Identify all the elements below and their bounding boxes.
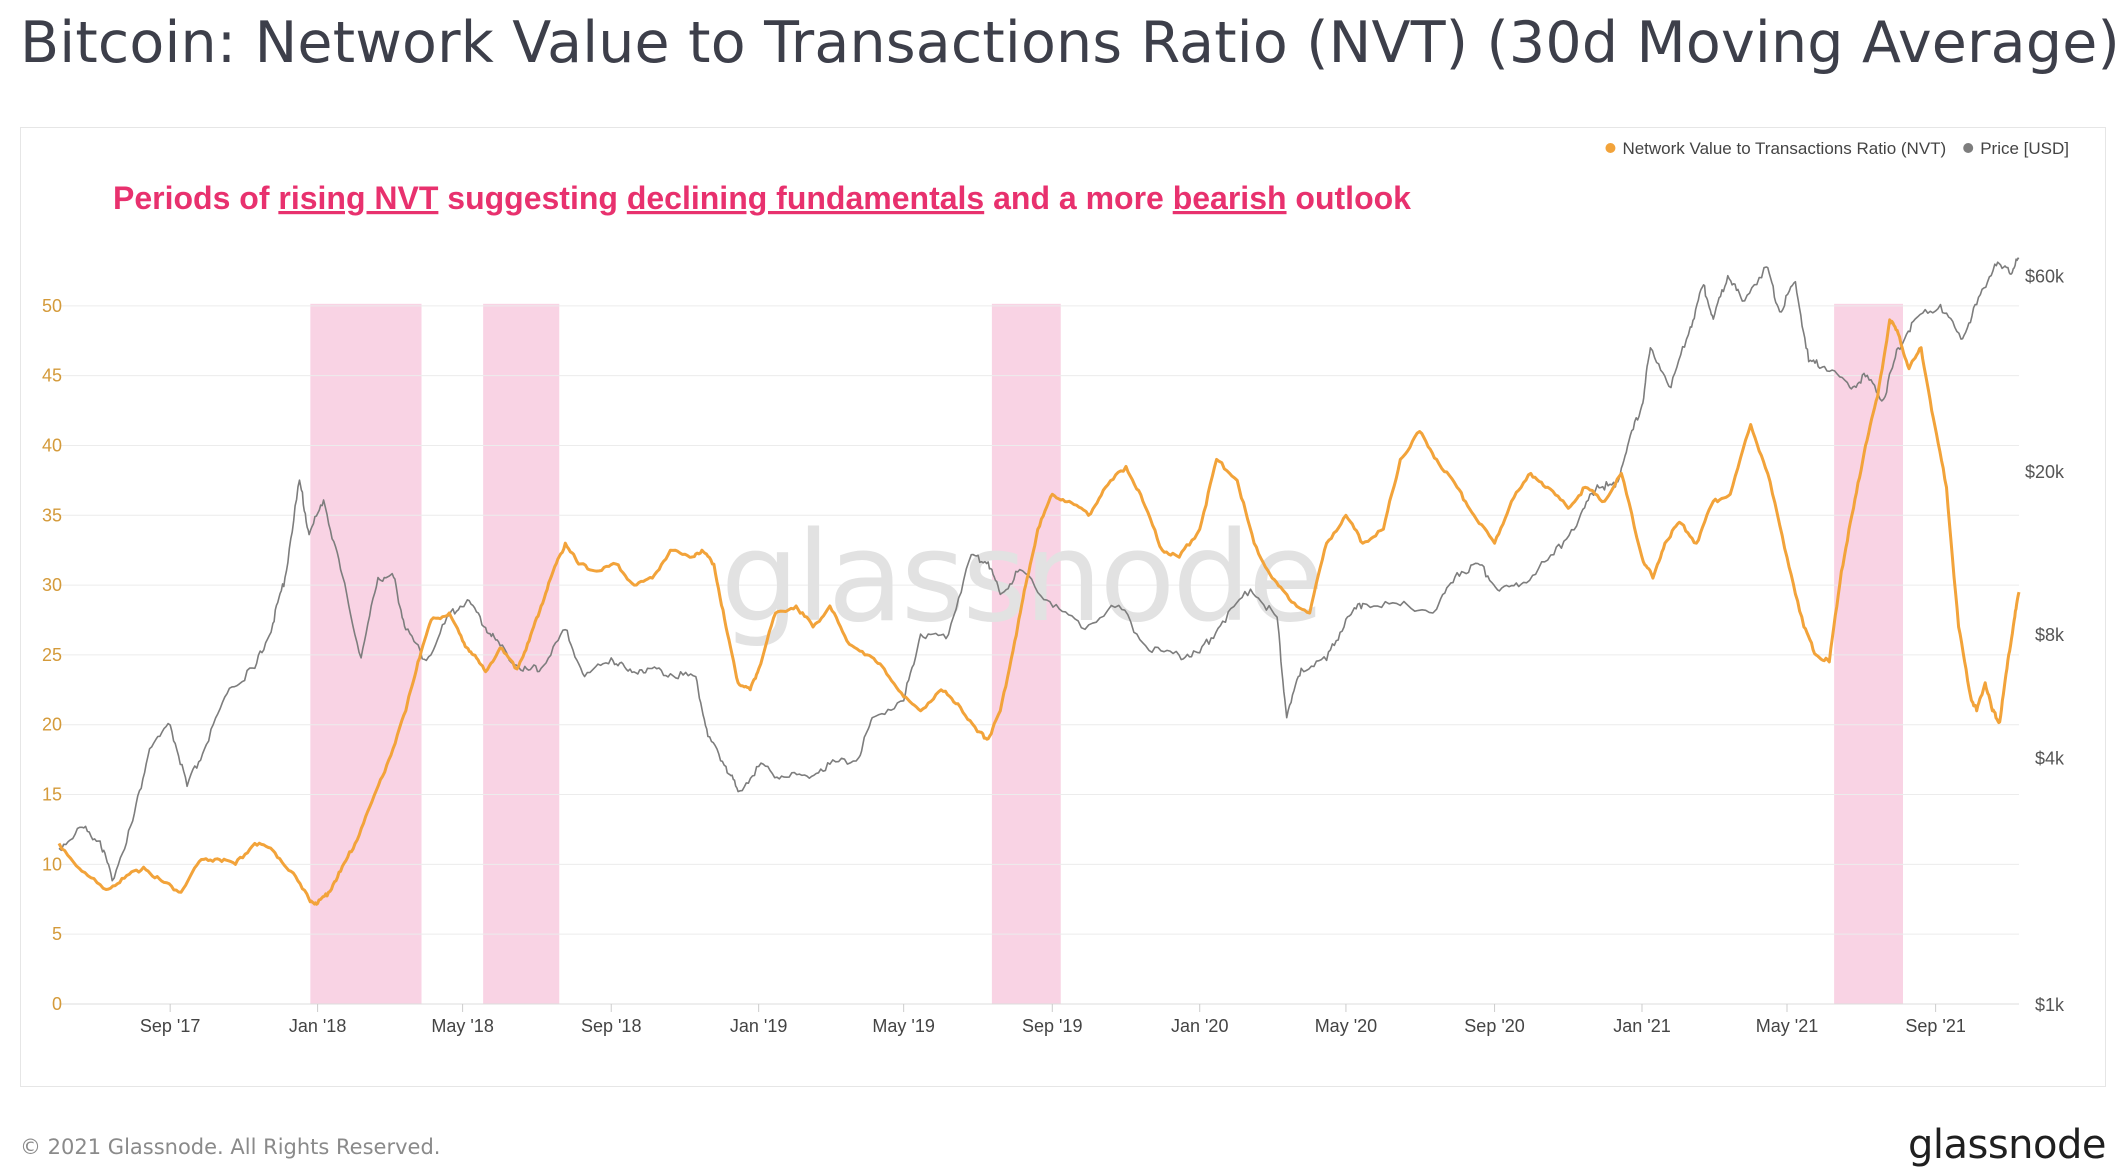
right-tick-label: $1k <box>2035 995 2065 1015</box>
annotation-keyword: declining fundamentals <box>627 180 984 216</box>
legend-item-label: Network Value to Transactions Ratio (NVT… <box>1622 139 1946 158</box>
page-title: Bitcoin: Network Value to Transactions R… <box>20 10 2120 76</box>
watermark: glassnode <box>721 506 1322 650</box>
legend-swatch-dot <box>1963 143 1974 153</box>
nvt-line <box>57 318 2021 906</box>
x-tick-label: May '21 <box>1756 1016 1818 1036</box>
left-tick-label: 10 <box>42 854 62 874</box>
highlight-band-2 <box>483 303 560 1004</box>
legend-swatch-dot <box>1605 143 1616 153</box>
grid-lines <box>59 305 2019 1005</box>
copyright-text: © 2021 Glassnode. All Rights Reserved. <box>20 1135 441 1159</box>
annotation-text: Periods of rising NVT suggesting declini… <box>113 180 1411 216</box>
left-tick-label: 20 <box>42 715 62 735</box>
legend[interactable]: Price [USD] Network Value to Transactions… <box>1605 139 2069 158</box>
left-tick-label: 15 <box>42 785 62 805</box>
x-tick-label: Sep '21 <box>1905 1016 1966 1036</box>
x-tick-label: Sep '17 <box>140 1016 201 1036</box>
right-axis-ticks: $1k $4k $8k $20k $60k <box>2025 267 2065 1015</box>
x-tick-label: Jan '20 <box>1171 1016 1228 1036</box>
left-tick-label: 0 <box>52 994 62 1014</box>
annotation-keyword: rising NVT <box>278 180 438 216</box>
x-tick-label: Jan '18 <box>289 1016 346 1036</box>
chart-panel: glassnode 0 5 10 15 20 25 30 35 40 45 50 $1k $4k $8k… <box>20 127 2106 1087</box>
left-tick-label: 45 <box>42 366 62 386</box>
right-tick-label: $4k <box>2035 748 2065 768</box>
left-tick-label: 5 <box>52 924 62 944</box>
highlight-band-3 <box>991 303 1061 1004</box>
x-tick-label: Jan '19 <box>730 1016 787 1036</box>
right-tick-label: $8k <box>2035 625 2065 645</box>
series-lines <box>57 257 2021 906</box>
annotation-segment: and a more <box>984 180 1173 216</box>
left-tick-label: 50 <box>42 296 62 316</box>
chart-svg: glassnode 0 5 10 15 20 25 30 35 40 45 50 $1k $4k $8k… <box>42 139 2069 1036</box>
annotation-segment: Periods of <box>113 180 278 216</box>
x-tick-label: May '20 <box>1315 1016 1377 1036</box>
annotation-segment: outlook <box>1287 180 1412 216</box>
x-tick-label: May '19 <box>872 1016 934 1036</box>
left-tick-label: 35 <box>42 505 62 525</box>
left-tick-label: 30 <box>42 575 62 595</box>
x-tick-label: Sep '20 <box>1464 1016 1525 1036</box>
left-tick-label: 25 <box>42 645 62 665</box>
x-tick-label: May '18 <box>431 1016 493 1036</box>
left-axis-ticks: 0 5 10 15 20 25 30 35 40 45 50 <box>42 296 62 1014</box>
glassnode-logo[interactable]: glassnode <box>1907 1122 2107 1168</box>
x-axis-ticks: Sep '17 Jan '18 May '18 Sep '18 Jan '19 May '… <box>140 1004 1966 1036</box>
highlight-band-4 <box>1834 303 1903 1004</box>
legend-item-label: Price [USD] <box>1980 139 2069 158</box>
price-line <box>58 257 2020 882</box>
highlight-band-1 <box>310 303 422 1004</box>
highlight-bands <box>310 303 1903 1004</box>
left-tick-label: 40 <box>42 435 62 455</box>
x-tick-label: Sep '19 <box>1022 1016 1083 1036</box>
x-tick-label: Jan '21 <box>1613 1016 1670 1036</box>
annotation-keyword: bearish <box>1173 180 1287 216</box>
annotation-segment: suggesting <box>438 180 626 216</box>
right-tick-label: $60k <box>2025 267 2065 287</box>
right-tick-label: $20k <box>2025 462 2065 482</box>
x-tick-label: Sep '18 <box>581 1016 642 1036</box>
